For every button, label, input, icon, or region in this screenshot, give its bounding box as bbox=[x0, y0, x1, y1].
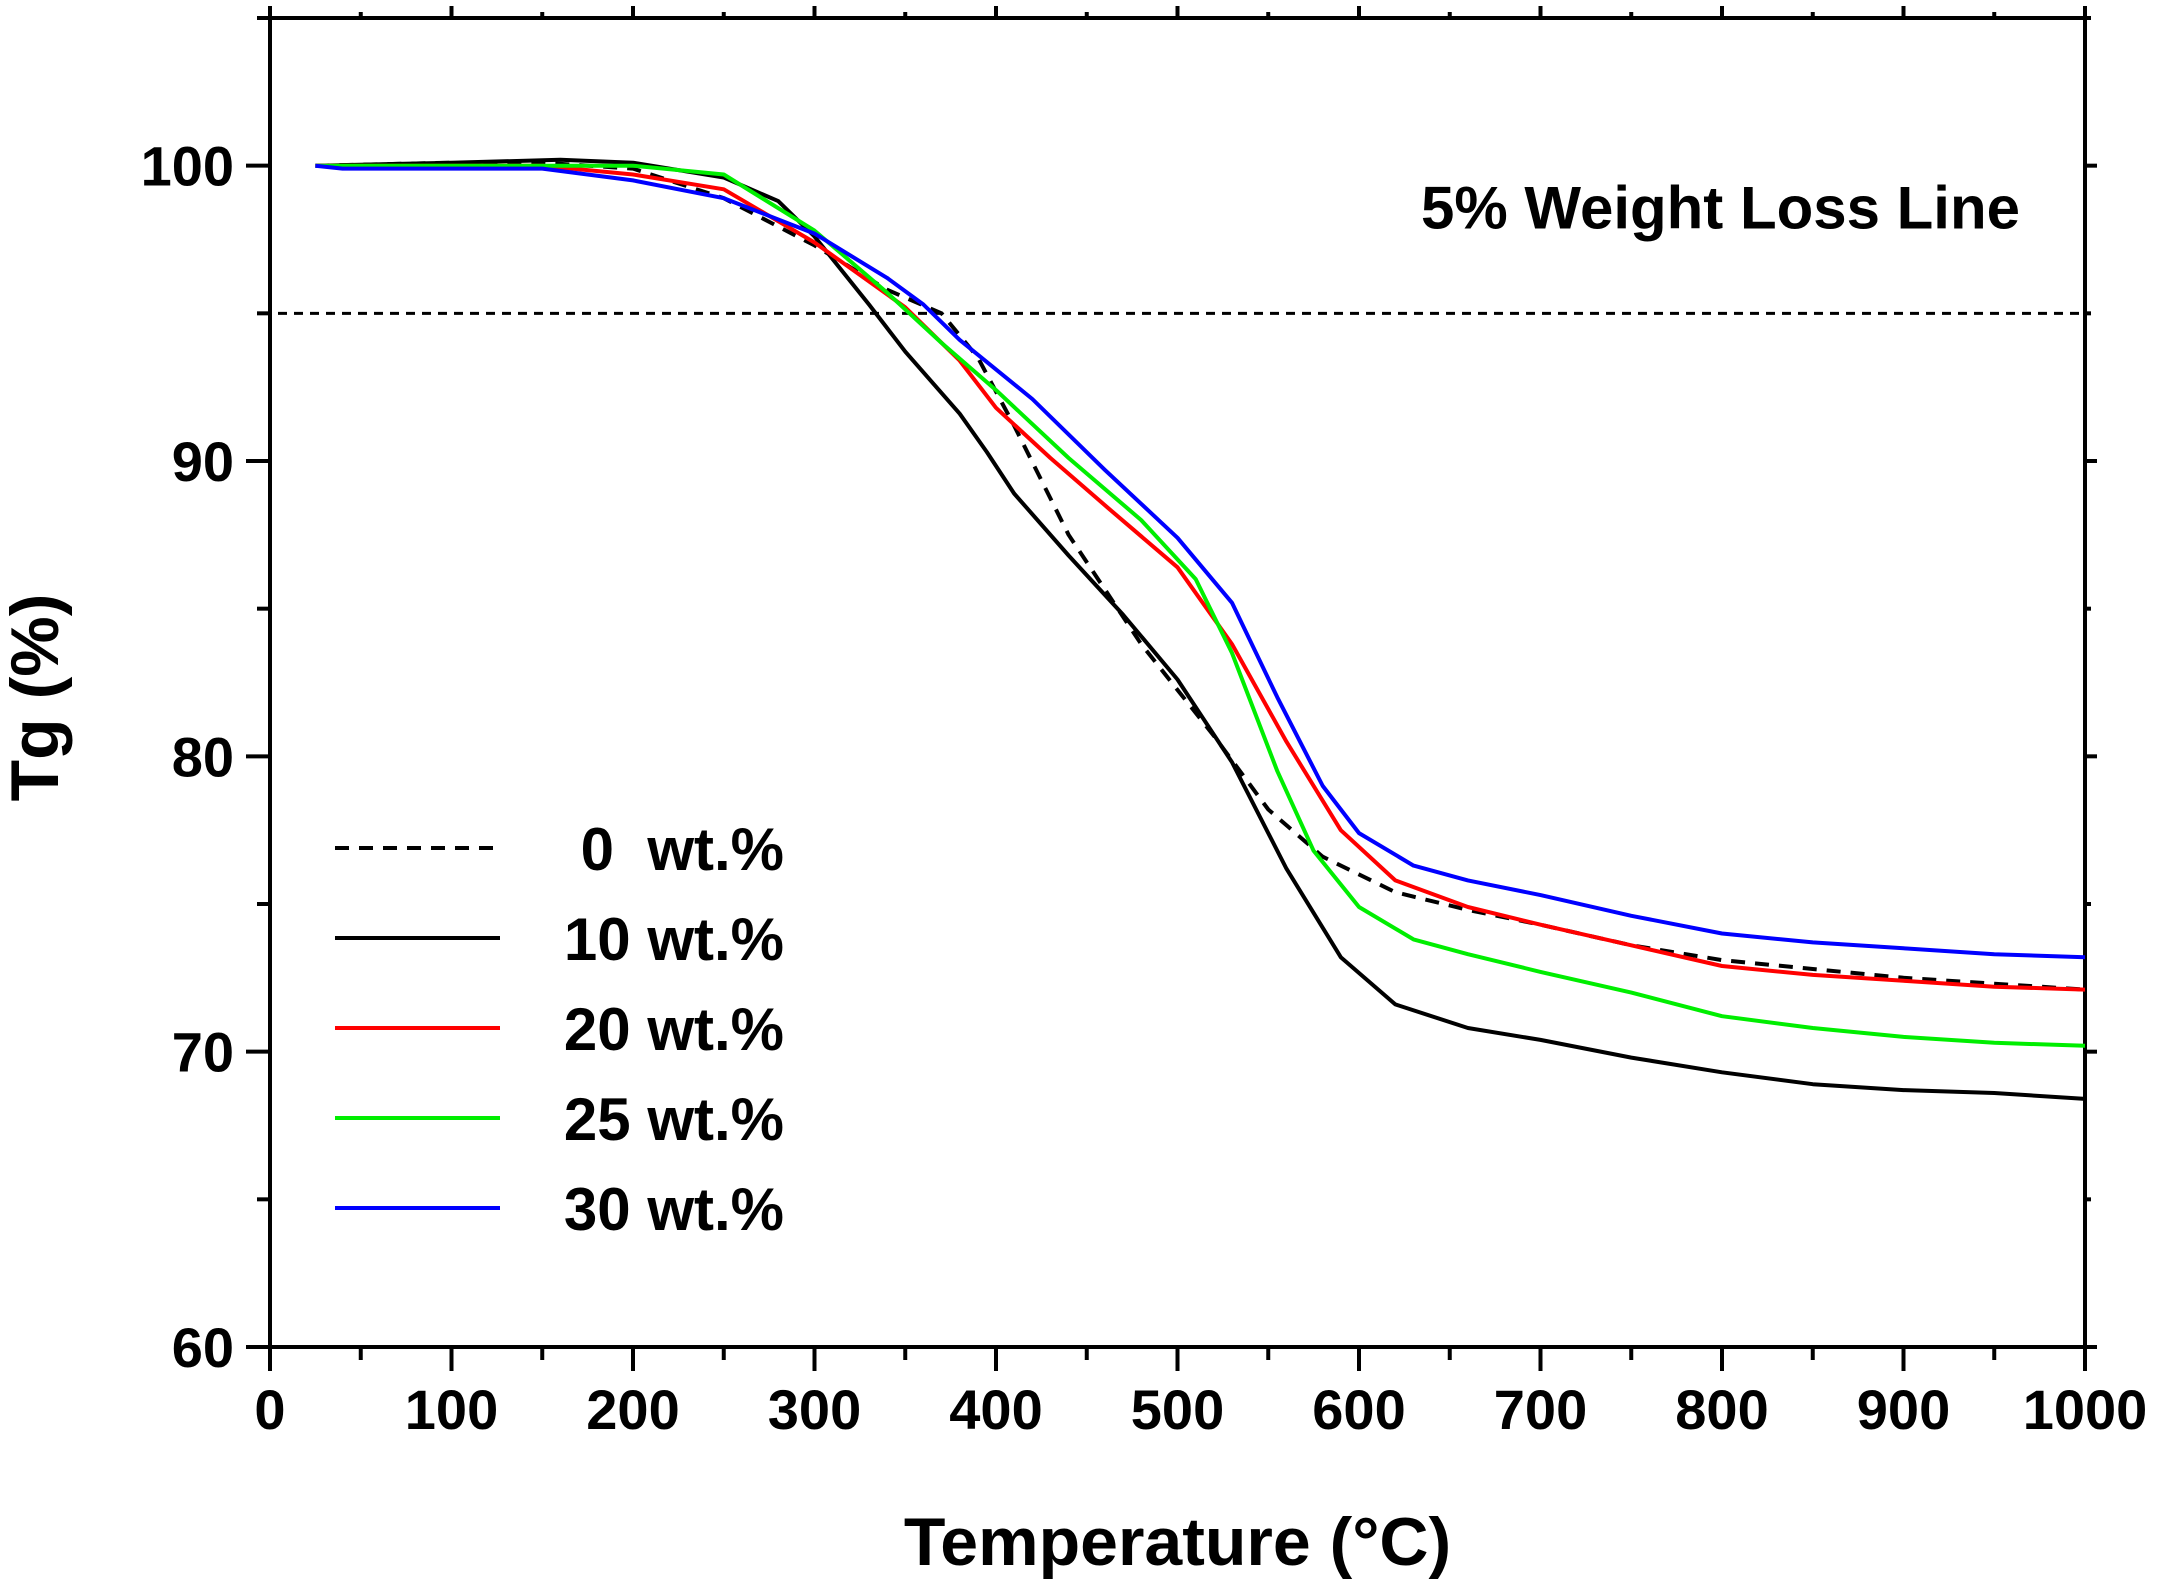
legend-label-1: 10 wt.% bbox=[564, 906, 784, 973]
x-tick-label: 300 bbox=[768, 1378, 861, 1441]
y-tick-label: 90 bbox=[172, 430, 234, 493]
x-tick-label: 400 bbox=[949, 1378, 1042, 1441]
axes-group: 0 100 200 300 400 500 600 700 800 900 1000 60 70 80 90… bbox=[141, 6, 2148, 1441]
x-tick-label: 500 bbox=[1131, 1378, 1224, 1441]
series-line-3 bbox=[315, 163, 2086, 1048]
series-line-2 bbox=[315, 163, 2086, 992]
y-axis-title: Tg (%) bbox=[0, 594, 73, 802]
series-line-4 bbox=[315, 163, 2086, 960]
x-tick-label: 100 bbox=[405, 1378, 498, 1441]
weight-loss-annotation: 5% Weight Loss Line bbox=[1421, 174, 2020, 241]
y-tick-label: 100 bbox=[141, 135, 234, 198]
y-tick-label: 60 bbox=[172, 1316, 234, 1379]
y-tick-label: 80 bbox=[172, 725, 234, 788]
legend-label-2: 20 wt.% bbox=[564, 996, 784, 1063]
x-axis-title: Temperature (°C) bbox=[904, 1504, 1451, 1580]
legend-label-3: 25 wt.% bbox=[564, 1086, 784, 1153]
x-tick-label: 200 bbox=[586, 1378, 679, 1441]
series-group bbox=[315, 157, 2086, 1101]
legend-label-0: 0 wt.% bbox=[581, 816, 784, 883]
x-tick-label: 800 bbox=[1675, 1378, 1768, 1441]
x-tick-label: 0 bbox=[254, 1378, 285, 1441]
x-tick-label: 700 bbox=[1494, 1378, 1587, 1441]
legend-label-4: 30 wt.% bbox=[564, 1176, 784, 1243]
x-tick-label: 1000 bbox=[2023, 1378, 2148, 1441]
x-tick-label: 900 bbox=[1857, 1378, 1950, 1441]
legend: 0 wt.% 10 wt.% 20 wt.% 25 wt.% 30 wt.% bbox=[335, 816, 784, 1243]
y-tick-label: 70 bbox=[172, 1021, 234, 1084]
x-tick-label: 600 bbox=[1312, 1378, 1405, 1441]
